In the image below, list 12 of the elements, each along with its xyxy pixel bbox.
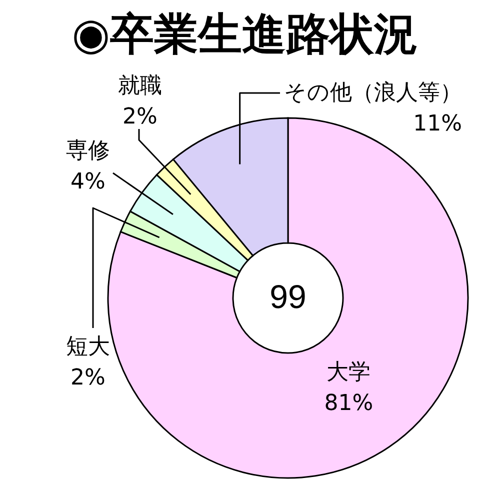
slice-label: 大学 xyxy=(326,360,371,385)
data-label: 81% xyxy=(324,390,374,416)
data-label: 2% xyxy=(70,366,106,390)
data-label: 11% xyxy=(413,112,462,136)
chart-title: ◉卒業生進路状況 xyxy=(72,9,418,60)
data-label: 4% xyxy=(70,170,106,194)
slice-label: 専修 xyxy=(66,138,110,164)
slice-label: 就職 xyxy=(118,74,162,98)
text: 99 xyxy=(270,278,306,315)
slice-label: その他（浪人等） xyxy=(284,80,462,106)
slice-label: 短大 xyxy=(66,334,110,360)
data-label: 2% xyxy=(122,104,158,130)
